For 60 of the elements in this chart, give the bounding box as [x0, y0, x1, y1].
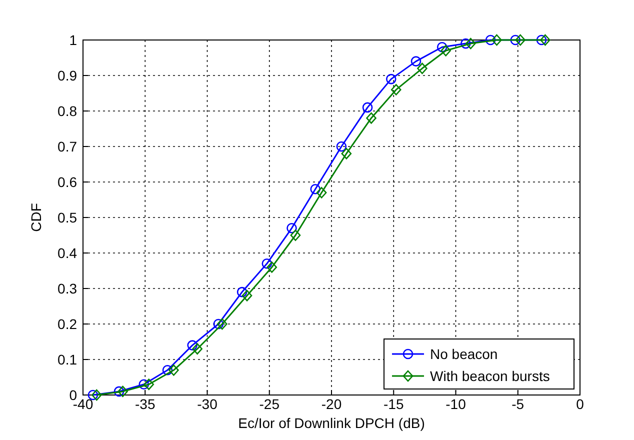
point	[144, 378, 154, 390]
y-tick-label: 0.9	[58, 68, 78, 84]
y-tick-label: 0.2	[58, 316, 78, 332]
point	[242, 290, 252, 302]
point	[436, 42, 448, 52]
x-tick-label: -30	[197, 396, 218, 412]
x-tick-label: -20	[321, 396, 342, 412]
point	[417, 62, 428, 74]
point	[510, 34, 521, 46]
point	[341, 148, 352, 160]
point	[390, 84, 402, 96]
point	[187, 340, 198, 350]
x-axis-title: Ec/Ior of Downlink DPCH (dB)	[238, 415, 425, 431]
point	[262, 258, 272, 269]
y-tick-label: 0.7	[58, 138, 78, 154]
point	[310, 184, 320, 194]
point	[138, 379, 150, 390]
y-tick-label: 0.5	[58, 210, 78, 226]
y-tick-label: 0.4	[58, 245, 78, 261]
point	[162, 365, 173, 376]
legend-label: With beacon bursts	[430, 368, 550, 384]
x-tick-label: -10	[446, 396, 466, 412]
point	[515, 34, 526, 46]
point	[336, 141, 347, 152]
point	[386, 74, 396, 84]
y-tick-label: 1	[69, 32, 78, 48]
point	[88, 390, 98, 400]
x-tick-label: -15	[384, 396, 404, 412]
legend-label: No beacon	[430, 346, 498, 362]
point	[440, 45, 451, 56]
point	[536, 34, 547, 46]
point	[213, 318, 224, 330]
point	[266, 262, 278, 273]
point	[485, 34, 496, 46]
point	[460, 38, 471, 49]
x-tick-label: 0	[576, 396, 584, 412]
point	[236, 286, 248, 298]
point	[168, 364, 179, 376]
point	[192, 343, 202, 354]
point	[362, 102, 373, 113]
point	[118, 386, 128, 398]
x-tick-label: -35	[135, 396, 156, 412]
point	[114, 386, 124, 397]
y-tick-label: 0.1	[58, 352, 78, 368]
y-tick-label: 0.3	[58, 280, 78, 296]
point	[286, 223, 297, 234]
y-tick-label: 0.8	[58, 103, 78, 119]
x-tick-label: -5	[512, 396, 524, 412]
x-tick-label: -25	[259, 396, 280, 412]
point	[366, 112, 376, 124]
point	[540, 34, 550, 46]
y-tick-label: 0.6	[58, 174, 78, 190]
point	[466, 38, 476, 50]
point	[410, 56, 422, 66]
y-axis-title: CDF	[28, 203, 44, 232]
point	[492, 34, 502, 46]
point	[316, 187, 327, 198]
point	[217, 318, 228, 330]
point	[290, 230, 301, 241]
point	[92, 389, 102, 401]
